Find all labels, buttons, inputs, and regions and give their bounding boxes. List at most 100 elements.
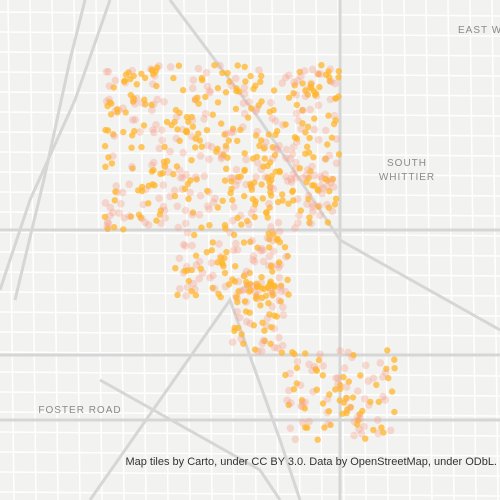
point <box>308 366 316 375</box>
point <box>249 252 258 260</box>
street <box>95 0 103 500</box>
point <box>166 63 175 71</box>
point <box>321 170 329 179</box>
point <box>289 349 296 356</box>
point <box>306 134 313 142</box>
point <box>279 191 286 198</box>
point <box>131 115 139 124</box>
point <box>259 246 267 255</box>
point <box>185 118 192 126</box>
point <box>235 288 242 295</box>
point <box>155 194 163 203</box>
point <box>326 188 333 195</box>
point <box>301 405 308 412</box>
point <box>130 72 137 80</box>
point <box>234 176 242 185</box>
point <box>164 168 173 176</box>
point <box>310 154 317 161</box>
point <box>271 117 280 125</box>
point <box>258 285 265 292</box>
point <box>141 74 149 82</box>
point <box>161 163 169 170</box>
point <box>284 252 291 260</box>
point <box>282 121 289 128</box>
point <box>290 386 298 393</box>
point <box>206 274 214 282</box>
street <box>0 111 500 117</box>
point <box>305 196 312 203</box>
point <box>242 78 249 85</box>
point <box>367 398 374 406</box>
point-layer <box>101 61 398 444</box>
point <box>106 203 115 212</box>
point <box>391 408 398 416</box>
point <box>109 208 117 217</box>
point <box>183 113 191 121</box>
point <box>298 106 307 115</box>
point <box>354 412 362 421</box>
point <box>255 66 263 74</box>
point <box>275 227 284 236</box>
point <box>327 421 334 429</box>
point <box>324 219 332 226</box>
point <box>108 160 116 167</box>
point <box>261 337 268 345</box>
point <box>157 207 165 214</box>
point <box>209 284 216 292</box>
point <box>302 171 311 180</box>
point <box>108 100 115 107</box>
point <box>311 115 318 122</box>
point <box>158 136 166 145</box>
point <box>374 429 383 438</box>
point <box>222 130 231 138</box>
point <box>345 378 352 385</box>
point <box>214 84 222 92</box>
point <box>289 188 296 196</box>
point <box>304 143 311 150</box>
point <box>327 77 336 86</box>
point <box>161 143 168 151</box>
point <box>268 172 276 180</box>
street <box>469 0 477 500</box>
point <box>270 87 278 94</box>
point <box>214 259 221 266</box>
point <box>327 175 335 184</box>
point <box>223 165 230 172</box>
point <box>101 142 109 150</box>
point <box>380 429 387 436</box>
point <box>107 111 115 118</box>
point <box>325 68 332 75</box>
point <box>245 114 252 121</box>
point <box>344 406 351 413</box>
point <box>189 279 198 288</box>
point <box>326 95 335 104</box>
point <box>342 383 351 391</box>
street <box>0 171 500 177</box>
point <box>233 294 240 301</box>
point <box>331 79 339 88</box>
point <box>195 275 203 283</box>
point <box>241 192 248 200</box>
point <box>306 219 313 226</box>
point <box>233 308 241 316</box>
point <box>172 265 179 272</box>
point <box>310 125 319 134</box>
place-label: WHITTIER <box>379 172 435 183</box>
point <box>188 241 196 250</box>
point <box>310 171 318 180</box>
point <box>257 78 264 86</box>
point <box>150 128 158 137</box>
point <box>103 218 112 226</box>
point <box>266 159 274 166</box>
point <box>195 211 204 219</box>
point <box>179 148 187 157</box>
point <box>251 346 259 353</box>
point <box>350 351 357 359</box>
point <box>159 170 166 177</box>
point <box>120 214 128 222</box>
point <box>267 278 274 285</box>
point <box>286 369 294 378</box>
rail-line <box>88 296 302 500</box>
point <box>149 126 157 134</box>
point <box>120 128 127 136</box>
